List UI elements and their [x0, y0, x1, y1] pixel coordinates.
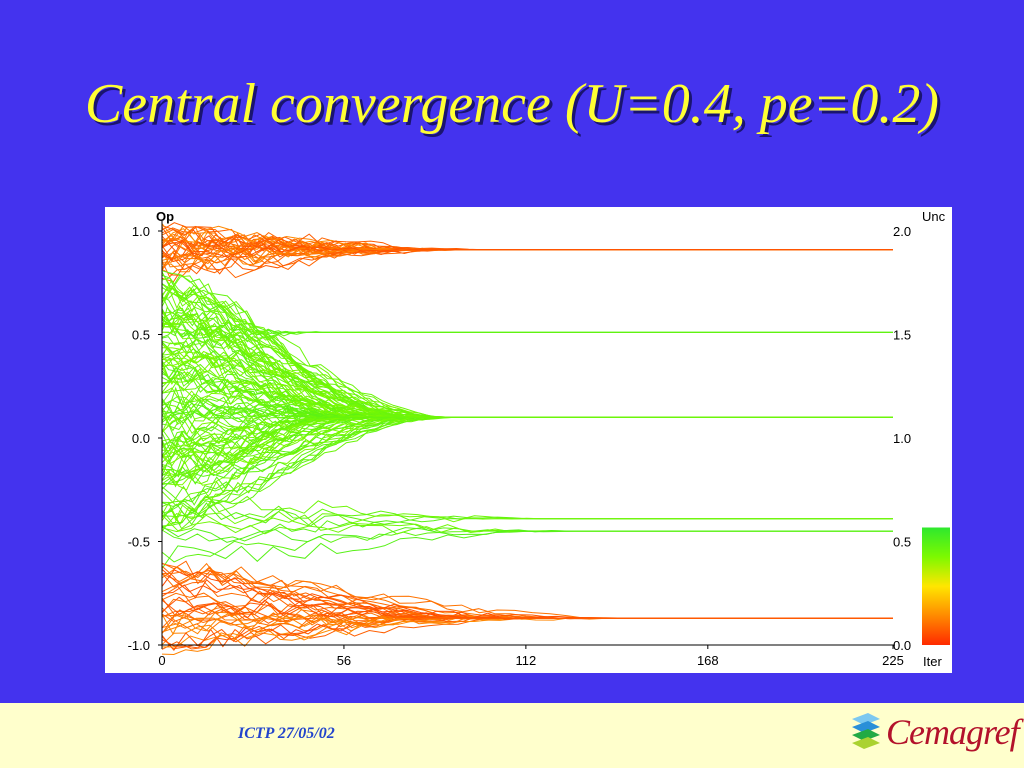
cemagref-logo: Cemagref: [848, 709, 1020, 759]
trajectory-line: [161, 569, 893, 619]
trajectory-line: [162, 416, 893, 476]
trajectory-line: [161, 566, 893, 619]
trajectory-line: [161, 585, 893, 620]
trajectory-line: [161, 530, 893, 569]
trajectory-line: [161, 416, 893, 465]
trajectory-line: [161, 299, 893, 418]
footer-text: ICTP 27/05/02: [238, 725, 335, 742]
x-tick-label: 112: [516, 653, 537, 668]
trajectory-line: [161, 514, 893, 535]
trajectory-line: [161, 306, 893, 334]
trajectory-line: [161, 502, 893, 533]
trajectory-line: [161, 416, 893, 443]
trajectory-line: [161, 571, 893, 619]
trajectory-line: [161, 579, 893, 619]
trajectory-line: [161, 238, 893, 261]
trajectory-line: [161, 344, 893, 419]
trajectory-line: [161, 416, 893, 478]
x-tick-label: 0: [158, 653, 165, 668]
trajectory-line: [161, 404, 893, 424]
trajectory-line: [161, 319, 893, 418]
trajectory-line: [161, 617, 893, 656]
trajectory-line: [161, 249, 893, 279]
slide-title: Central convergence (U=0.4, pe=0.2): [84, 73, 940, 135]
trajectory-line: [161, 578, 893, 619]
y-tick-label: -0.5: [128, 535, 150, 550]
trajectory-line: [161, 530, 893, 563]
y2-tick-label: 0.5: [893, 535, 911, 550]
y-tick-label: 1.0: [132, 224, 150, 239]
y2-tick-label: 2.0: [893, 224, 911, 239]
trajectory-line: [161, 326, 893, 343]
trajectory-line: [161, 284, 893, 418]
trajectory-line: [161, 416, 893, 514]
trajectory-line: [161, 416, 893, 513]
trajectory-line: [161, 343, 893, 418]
colorbar-gradient: [922, 527, 950, 645]
trajectory-line: [161, 612, 893, 635]
y-tick-label: 0.5: [132, 328, 150, 343]
y-tick-label: 0.0: [132, 431, 150, 446]
y2-tick-label: 1.5: [893, 328, 911, 343]
x-tick-label: 56: [337, 653, 351, 668]
trajectory-line: [161, 560, 893, 619]
y2-tick-label: 1.0: [893, 431, 911, 446]
logo-text: Cemagref: [886, 712, 1020, 752]
trajectory-line: [161, 416, 893, 504]
trajectory-line: [161, 325, 893, 418]
trajectory-line: [161, 402, 893, 419]
trajectory-line: [161, 359, 893, 418]
y-tick-label: -1.0: [128, 638, 150, 653]
chart-labels: 1.0 0.5 0.0 -0.5 -1.0 0 56 112 168 225 2.0 1.5 1.0 0.…: [128, 209, 946, 669]
trajectory-line: [161, 518, 893, 542]
y2-tick-label: 0.0: [893, 638, 911, 653]
x-axis-label: Iter: [923, 654, 942, 669]
y2-axis-label: Unc: [922, 209, 946, 224]
trajectory-line: [161, 311, 893, 418]
trajectory-line: [161, 350, 893, 418]
trajectory-line: [161, 596, 893, 620]
trajectory-line: [161, 416, 893, 471]
footer-band: ICTP 27/05/02 Cemagref: [0, 703, 1024, 768]
trajectory-line: [161, 313, 893, 418]
trajectory-line: [161, 222, 893, 251]
trajectory-line: [161, 380, 893, 418]
trajectory-line: [161, 490, 893, 520]
trajectory-line: [161, 416, 893, 460]
opinion-dynamics-chart: 1.0 0.5 0.0 -0.5 -1.0 0 56 112 168 225 2.0 1.5 1.0 0.…: [128, 209, 950, 669]
trajectory-line: [161, 318, 893, 339]
trajectory-line: [161, 288, 893, 418]
trajectory-line: [161, 330, 893, 356]
trajectory-line: [161, 617, 893, 650]
trajectory-lines: [161, 222, 893, 656]
y-axis-label: Op: [156, 209, 174, 224]
trajectory-line: [161, 569, 893, 619]
x-tick-label: 225: [882, 653, 904, 668]
chart-panel: 1.0 0.5 0.0 -0.5 -1.0 0 56 112 168 225 2.0 1.5 1.0 0.…: [105, 207, 952, 673]
x-tick-label: 168: [697, 653, 719, 668]
trajectory-line: [161, 525, 893, 543]
chart-axes: [158, 221, 895, 649]
color-scale: [922, 527, 950, 645]
trajectory-line: [161, 416, 893, 527]
trajectory-line: [161, 511, 893, 532]
logo-mark-icon: [852, 713, 880, 749]
trajectory-line: [161, 305, 893, 418]
trajectory-line: [161, 500, 893, 521]
